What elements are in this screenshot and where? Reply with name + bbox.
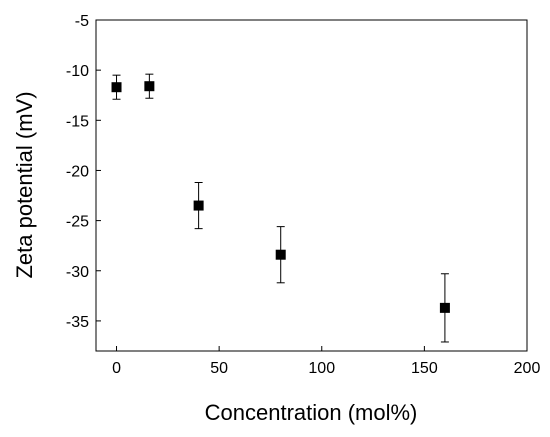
y-tick-label: -20 — [66, 163, 89, 180]
data-point-marker — [193, 200, 204, 211]
y-tick-label: -35 — [66, 314, 89, 331]
data-point-marker — [275, 249, 286, 260]
y-tick-label: -25 — [66, 214, 89, 231]
data-point-marker — [439, 302, 450, 313]
x-tick-label: 0 — [112, 360, 121, 377]
y-tick-label: -15 — [66, 113, 89, 130]
x-tick-label: 200 — [514, 360, 541, 377]
x-tick-label: 50 — [210, 360, 228, 377]
data-points — [111, 73, 450, 343]
x-tick-label: 100 — [308, 360, 335, 377]
plot-frame — [95, 19, 528, 352]
x-axis-title: Concentration (mol%) — [205, 400, 418, 425]
y-axis-title: Zeta potential (mV) — [12, 91, 37, 278]
x-axis-ticks: 0 50 100 150 200 — [112, 346, 540, 377]
data-point-marker — [144, 81, 155, 92]
y-tick-label: -5 — [75, 13, 89, 30]
y-axis-ticks: -5 -10 -15 -20 -25 -30 -35 — [66, 13, 101, 331]
x-tick-label: 150 — [411, 360, 438, 377]
y-tick-label: -10 — [66, 63, 89, 80]
y-tick-label: -30 — [66, 264, 89, 281]
data-point-marker — [111, 82, 122, 93]
